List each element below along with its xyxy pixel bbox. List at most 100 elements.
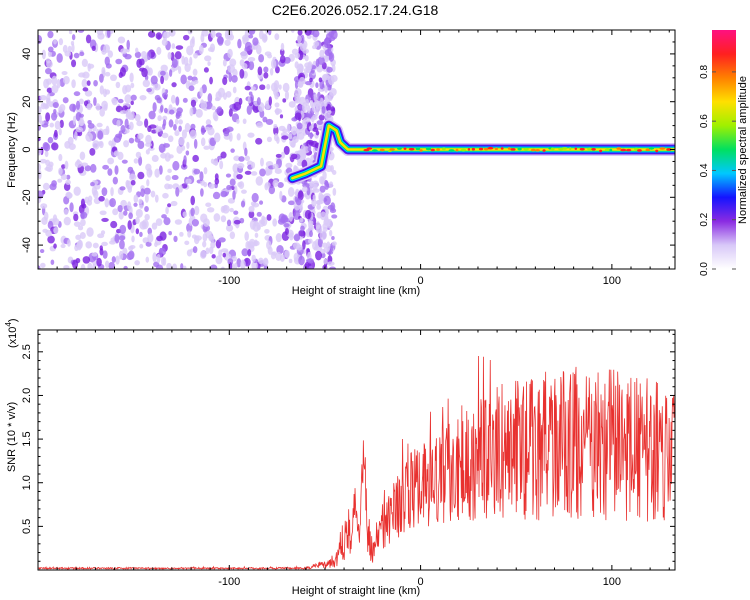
noise-speckle [147,233,154,243]
noise-speckle [193,52,198,59]
noise-speckle [297,30,303,36]
noise-speckle [203,67,209,73]
noise-speckle [47,50,52,58]
noise-speckle [251,171,258,176]
noise-speckle [99,73,104,83]
noise-speckle [303,193,308,198]
signal-core [574,147,578,150]
noise-speckle [119,186,126,191]
noise-speckle [73,213,79,222]
noise-speckle [252,37,259,46]
noise-speckle [51,84,59,94]
noise-speckle [124,118,129,129]
noise-speckle [136,120,143,127]
noise-speckle [152,102,157,113]
noise-speckle [248,238,256,248]
noise-speckle [111,97,117,104]
noise-speckle [99,108,106,117]
noise-speckle [43,143,51,152]
noise-speckle [255,137,263,145]
noise-speckle [160,75,165,85]
noise-speckle [101,241,108,247]
noise-speckle [286,123,291,134]
noise-speckle [105,125,110,135]
noise-speckle [190,99,197,108]
noise-speckle [290,30,295,33]
noise-speckle [315,224,323,234]
noise-speckle [38,265,41,269]
colorbar-ticks: 0.0 0.2 0.4 0.6 0.8 [699,64,736,276]
noise-speckle [242,118,247,125]
noise-speckle [148,146,155,151]
noise-speckle [82,87,89,92]
noise-speckle [319,185,326,193]
signal-core [397,147,402,150]
noise-speckle [183,34,190,41]
noise-speckle [71,59,77,68]
noise-speckle [233,219,241,225]
noise-speckle [79,232,86,239]
signal-core [609,148,613,152]
noise-speckle [165,175,171,182]
noise-speckle [67,45,72,53]
noise-speckle [156,235,163,242]
snr-y-tick-label: 1.0 [21,475,33,490]
noise-speckle [317,91,321,102]
noise-speckle [115,105,123,113]
noise-speckle [297,190,304,201]
noise-speckle [111,256,116,263]
noise-speckle [75,126,84,133]
noise-speckle [299,76,306,85]
noise-speckle [241,189,247,194]
noise-speckle [277,182,284,189]
noise-speckle [64,50,72,57]
colorbar-tick-label: 0.2 [699,212,710,226]
noise-speckle [296,42,302,47]
snr-multiplier: (x104) [4,318,19,348]
noise-speckle [296,161,304,167]
spectrogram-x-tick-label: 0 [418,275,424,287]
noise-speckle [324,48,332,56]
noise-speckle [80,264,86,269]
noise-speckle [287,133,294,140]
noise-speckle [290,126,298,136]
noise-speckle [144,193,149,203]
noise-speckle [85,241,92,249]
noise-speckle [63,265,70,269]
noise-speckle [80,211,88,219]
noise-speckle [62,75,70,85]
noise-speckle [44,150,49,158]
noise-speckle [172,263,178,269]
noise-speckle [244,170,252,175]
noise-speckle [316,203,322,210]
noise-speckle [280,151,286,159]
colorbar-gradient [712,30,736,269]
noise-speckle [72,104,76,113]
noise-speckle [236,258,242,268]
noise-speckle [142,79,150,88]
noise-speckle [59,119,64,129]
noise-speckle [218,237,226,243]
noise-speckle [183,56,189,67]
spectrogram-y-tick-label: -20 [21,189,33,205]
noise-speckle [226,219,232,227]
noise-speckle [134,114,141,122]
noise-speckle [128,137,135,144]
noise-speckle [58,38,64,46]
noise-speckle [162,192,169,199]
noise-speckle [161,214,167,219]
noise-speckle [233,101,242,111]
noise-speckle [300,144,306,154]
noise-speckle [173,235,178,243]
noise-speckle [248,60,255,71]
noise-speckle [228,132,233,142]
noise-speckle [73,52,80,59]
noise-speckle [259,200,264,205]
snr-line [38,355,675,570]
noise-speckle [51,112,58,121]
noise-speckle [260,157,264,167]
noise-speckle [220,151,227,159]
noise-speckle [109,197,116,208]
noise-speckle [251,161,256,169]
noise-speckle [139,204,144,209]
